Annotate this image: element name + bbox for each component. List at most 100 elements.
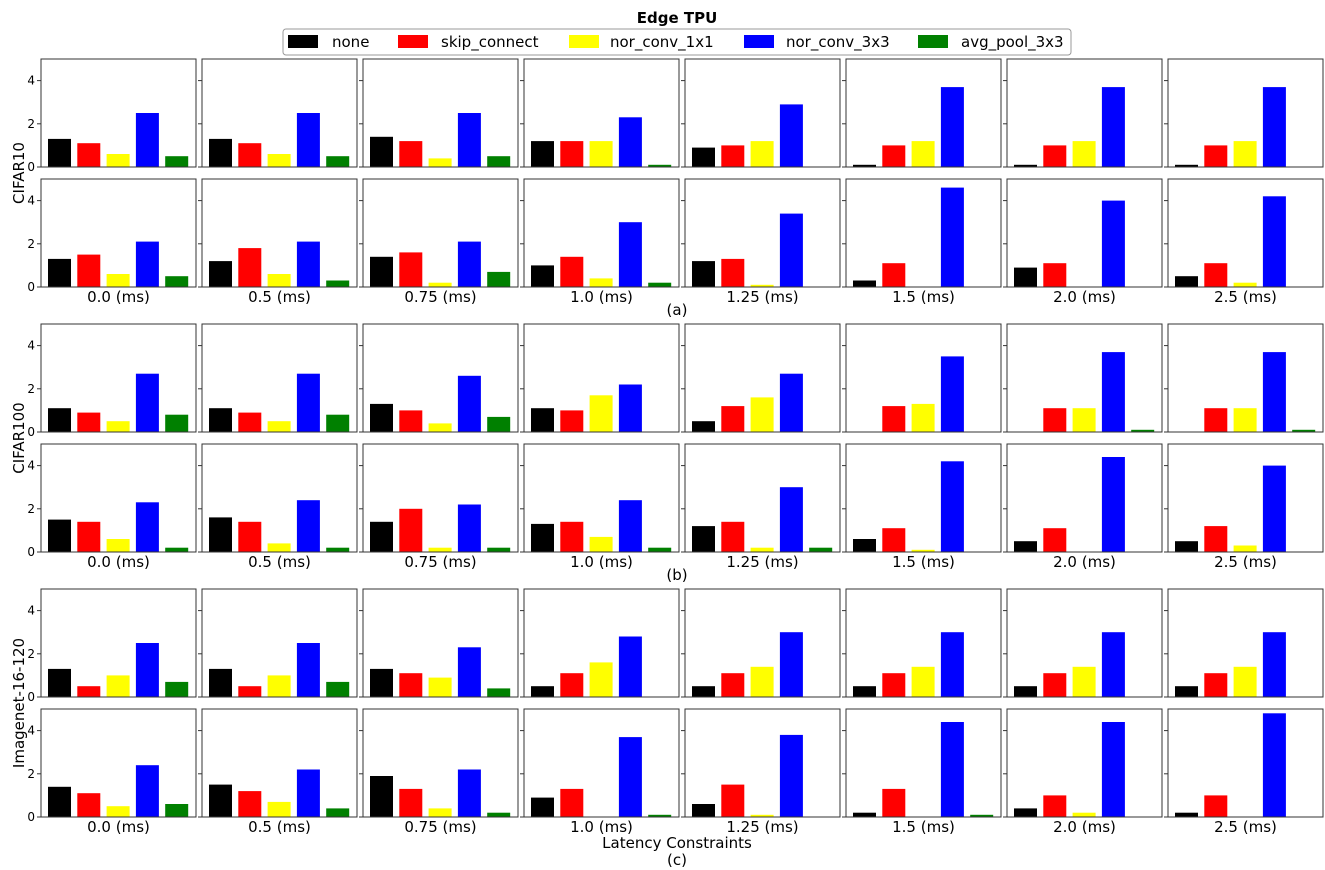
legend-label-nor-conv-1x1: nor_conv_1x1 bbox=[610, 33, 714, 52]
bar-none bbox=[692, 686, 715, 697]
bar-none bbox=[370, 668, 393, 697]
bar-nor-conv-3x3 bbox=[940, 461, 964, 552]
bar-nor-conv-1x1 bbox=[750, 666, 774, 697]
bar-none bbox=[1175, 686, 1198, 697]
bar-skip-connect bbox=[721, 145, 745, 167]
bar-skip-connect bbox=[399, 410, 423, 432]
bar-nor-conv-3x3 bbox=[1101, 352, 1125, 432]
x-label: 0.5 (ms) bbox=[248, 288, 311, 306]
bar-nor-conv-1x1 bbox=[428, 423, 452, 432]
y-tick-label: 2 bbox=[27, 237, 35, 251]
bar-skip-connect bbox=[882, 673, 906, 697]
bar-none bbox=[1175, 276, 1198, 287]
legend-label-nor-conv-3x3: nor_conv_3x3 bbox=[786, 33, 890, 52]
panel: 0 2 4 0.0 (ms) bbox=[27, 708, 197, 836]
panel bbox=[1164, 323, 1324, 433]
legend-label-skip-connect: skip_connect bbox=[441, 33, 539, 52]
panel bbox=[842, 588, 1002, 698]
bar-skip-connect bbox=[560, 410, 584, 432]
y-tick-label: 0 bbox=[27, 425, 35, 439]
caption-c: (c) bbox=[667, 851, 687, 869]
x-label: 1.5 (ms) bbox=[892, 553, 955, 571]
bar-nor-conv-3x3 bbox=[779, 734, 803, 817]
bar-nor-conv-1x1 bbox=[750, 284, 774, 287]
bar-avg-pool-3x3 bbox=[648, 282, 672, 287]
bar-nor-conv-3x3 bbox=[457, 375, 481, 432]
bar-skip-connect bbox=[1204, 145, 1228, 167]
bar-avg-pool-3x3 bbox=[809, 547, 833, 552]
panel: 0.75 (ms) bbox=[359, 708, 519, 836]
bar-nor-conv-1x1 bbox=[1233, 666, 1257, 697]
bar-nor-conv-3x3 bbox=[1101, 632, 1125, 697]
bar-avg-pool-3x3 bbox=[326, 156, 350, 167]
bar-none bbox=[48, 786, 71, 817]
bar-nor-conv-1x1 bbox=[267, 154, 291, 167]
bar-none bbox=[48, 668, 71, 697]
bar-skip-connect bbox=[882, 263, 906, 287]
bar-none bbox=[692, 147, 715, 167]
bar-nor-conv-3x3 bbox=[618, 636, 642, 697]
y-tick-label: 4 bbox=[27, 604, 35, 618]
bar-nor-conv-1x1 bbox=[1233, 545, 1257, 552]
bar-none bbox=[48, 138, 71, 167]
bar-nor-conv-1x1 bbox=[1233, 282, 1257, 287]
bar-nor-conv-1x1 bbox=[267, 675, 291, 697]
y-tick-label: 4 bbox=[27, 339, 35, 353]
bar-none bbox=[531, 523, 554, 552]
y-tick-label: 4 bbox=[27, 194, 35, 208]
bar-avg-pool-3x3 bbox=[165, 804, 189, 817]
bar-skip-connect bbox=[238, 412, 262, 432]
bar-nor-conv-1x1 bbox=[911, 666, 935, 697]
panel: 2.5 (ms) bbox=[1164, 178, 1324, 306]
bar-avg-pool-3x3 bbox=[326, 681, 350, 697]
bar-none bbox=[531, 141, 554, 167]
bar-nor-conv-3x3 bbox=[618, 117, 642, 167]
panel: 0.75 (ms) bbox=[359, 178, 519, 306]
bar-avg-pool-3x3 bbox=[165, 547, 189, 552]
bar-avg-pool-3x3 bbox=[648, 814, 672, 817]
x-label: 0.5 (ms) bbox=[248, 818, 311, 836]
panel bbox=[520, 323, 680, 433]
bar-nor-conv-3x3 bbox=[135, 765, 159, 817]
bar-none bbox=[48, 408, 71, 432]
legend-label-none: none bbox=[332, 33, 369, 51]
panel: 2.0 (ms) bbox=[1003, 178, 1163, 306]
bar-none bbox=[209, 138, 232, 167]
bar-none bbox=[1175, 164, 1198, 167]
bar-nor-conv-1x1 bbox=[1072, 408, 1096, 432]
panel: 0 2 4 bbox=[27, 323, 197, 439]
y-tick-label: 0 bbox=[27, 160, 35, 174]
bar-nor-conv-3x3 bbox=[1101, 722, 1125, 817]
legend-item-skip-connect: skip_connect bbox=[398, 33, 539, 52]
caption-b: (b) bbox=[666, 566, 687, 584]
panel bbox=[198, 323, 358, 433]
bar-skip-connect bbox=[238, 521, 262, 552]
bar-nor-conv-3x3 bbox=[296, 500, 320, 552]
bar-nor-conv-1x1 bbox=[106, 274, 130, 287]
bar-nor-conv-3x3 bbox=[618, 737, 642, 817]
panel-frame bbox=[201, 58, 358, 168]
bar-skip-connect bbox=[560, 521, 584, 552]
bar-nor-conv-3x3 bbox=[1101, 87, 1125, 167]
panel-frame bbox=[1006, 708, 1163, 818]
panel-frame bbox=[40, 178, 197, 288]
bar-nor-conv-3x3 bbox=[135, 241, 159, 287]
figure-title: Edge TPU bbox=[637, 9, 718, 27]
bar-none bbox=[1175, 812, 1198, 817]
bar-none bbox=[370, 256, 393, 287]
x-label: 1.25 (ms) bbox=[726, 553, 798, 571]
bar-skip-connect bbox=[882, 406, 906, 432]
panels-grid: 0 2 4 0 2 4 0.0 (ms) 0.5 (ms) 0.75 (ms) 1.0 (ms) 1… bbox=[27, 58, 1324, 836]
bar-skip-connect bbox=[560, 788, 584, 817]
bar-none bbox=[370, 136, 393, 167]
panel-frame bbox=[201, 178, 358, 288]
panel: 0.75 (ms) bbox=[359, 443, 519, 571]
bar-skip-connect bbox=[1204, 795, 1228, 817]
bar-nor-conv-1x1 bbox=[911, 141, 935, 167]
bar-skip-connect bbox=[721, 521, 745, 552]
bar-skip-connect bbox=[882, 145, 906, 167]
panel bbox=[842, 323, 1002, 433]
bar-none bbox=[1014, 808, 1037, 817]
panel: 2.5 (ms) bbox=[1164, 443, 1324, 571]
x-label: 1.0 (ms) bbox=[570, 818, 633, 836]
